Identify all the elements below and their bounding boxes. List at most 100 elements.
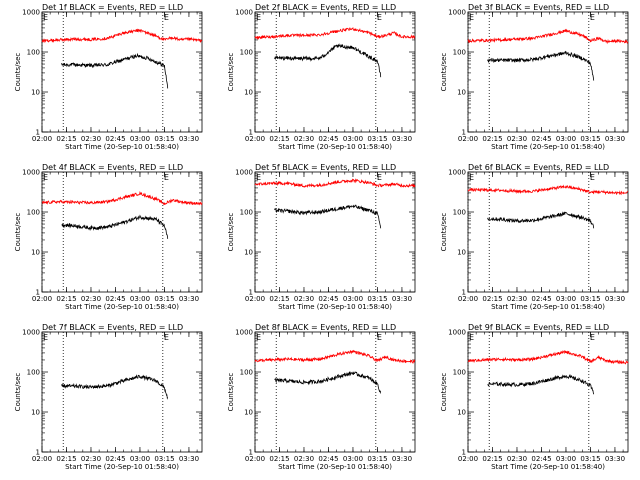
y-tick-label: 1 <box>249 129 253 137</box>
event-marker-label: E <box>377 13 382 22</box>
detector-panel-6: Det 6f BLACK = Events, RED = LLD 1 10 100 10… <box>440 163 629 311</box>
y-tick-label: 10 <box>457 249 466 257</box>
x-axis-label: Start Time (20-Sep-10 01:58:40) <box>491 303 605 311</box>
x-axis-label: Start Time (20-Sep-10 01:58:40) <box>65 463 179 471</box>
x-tick-label: 03:15 <box>154 295 174 303</box>
event-marker-label: E <box>43 13 48 22</box>
y-tick-label: 10 <box>244 249 253 257</box>
x-tick-label: 02:00 <box>245 455 265 463</box>
event-marker-label: E <box>164 333 169 342</box>
detector-panel-5: Det 5f BLACK = Events, RED = LLD 1 10 100 10… <box>227 163 416 311</box>
x-tick-label: 03:00 <box>343 135 363 143</box>
detector-panel-8: Det 8f BLACK = Events, RED = LLD 1 10 100 10… <box>227 323 416 471</box>
panel-title: Det 9f BLACK = Events, RED = LLD <box>468 323 609 332</box>
x-tick-label: 03:30 <box>605 455 625 463</box>
plot-frame <box>254 11 416 133</box>
x-tick-label: 03:00 <box>343 295 363 303</box>
x-tick-label: 03:15 <box>580 295 600 303</box>
x-tick-label: 02:15 <box>269 135 289 143</box>
x-tick-label: 02:30 <box>81 455 101 463</box>
y-tick-label: 100 <box>453 209 466 217</box>
y-tick-label: 1000 <box>448 169 466 177</box>
y-tick-label: 1 <box>36 449 40 457</box>
event-marker-label: E <box>469 13 474 22</box>
y-tick-label: 1 <box>462 289 466 297</box>
y-tick-label: 100 <box>27 369 40 377</box>
x-tick-label: 03:30 <box>605 135 625 143</box>
x-axis-label: Start Time (20-Sep-10 01:58:40) <box>491 143 605 151</box>
x-tick-label: 03:00 <box>130 295 150 303</box>
y-axis-label: Counts/sec <box>227 373 235 412</box>
x-tick-label: 02:00 <box>32 135 52 143</box>
x-tick-label: 03:30 <box>392 295 412 303</box>
panel-title: Det 5f BLACK = Events, RED = LLD <box>255 163 396 172</box>
y-tick-label: 1000 <box>22 329 40 337</box>
x-tick-label: 02:45 <box>531 455 551 463</box>
x-tick-label: 02:30 <box>507 135 527 143</box>
x-tick-label: 02:00 <box>245 135 265 143</box>
y-tick-label: 1 <box>36 129 40 137</box>
x-tick-label: 02:30 <box>294 295 314 303</box>
event-marker-label: E <box>377 333 382 342</box>
detector-panel-4: Det 4f BLACK = Events, RED = LLD 1 10 100 10… <box>14 163 203 311</box>
x-tick-label: 03:15 <box>367 135 387 143</box>
x-tick-label: 02:00 <box>458 455 478 463</box>
x-tick-label: 02:45 <box>105 295 125 303</box>
y-tick-label: 1000 <box>448 329 466 337</box>
event-marker-label: E <box>43 333 48 342</box>
event-marker-label: E <box>256 173 261 182</box>
y-tick-label: 100 <box>27 49 40 57</box>
x-tick-label: 02:15 <box>269 295 289 303</box>
x-axis-label: Start Time (20-Sep-10 01:58:40) <box>491 463 605 471</box>
plot-frame <box>41 171 203 293</box>
x-tick-label: 03:15 <box>580 135 600 143</box>
events-series-line <box>61 52 169 89</box>
x-tick-label: 02:45 <box>318 135 338 143</box>
y-tick-label: 1 <box>249 289 253 297</box>
x-tick-label: 02:30 <box>81 295 101 303</box>
events-series-line <box>487 50 595 81</box>
y-tick-label: 1000 <box>22 169 40 177</box>
panel-title: Det 3f BLACK = Events, RED = LLD <box>468 3 609 12</box>
x-tick-label: 02:15 <box>482 135 502 143</box>
x-tick-label: 03:30 <box>179 455 199 463</box>
x-tick-label: 03:30 <box>392 455 412 463</box>
x-tick-label: 02:15 <box>56 135 76 143</box>
y-axis-label: Counts/sec <box>227 53 235 92</box>
events-series-line <box>274 204 382 229</box>
lld-series-line <box>254 27 416 40</box>
event-marker-label: E <box>256 13 261 22</box>
lld-series-line <box>467 28 629 45</box>
y-tick-label: 100 <box>27 209 40 217</box>
x-axis-label: Start Time (20-Sep-10 01:58:40) <box>278 143 392 151</box>
events-series-line <box>487 374 595 395</box>
y-tick-label: 100 <box>240 49 253 57</box>
x-tick-label: 03:30 <box>605 295 625 303</box>
event-marker-label: E <box>377 173 382 182</box>
y-tick-label: 1 <box>249 449 253 457</box>
panel-title: Det 2f BLACK = Events, RED = LLD <box>255 3 396 12</box>
x-tick-label: 02:15 <box>56 455 76 463</box>
x-tick-label: 02:30 <box>81 135 101 143</box>
x-tick-label: 02:15 <box>482 295 502 303</box>
y-tick-label: 10 <box>31 249 40 257</box>
x-tick-label: 02:45 <box>105 135 125 143</box>
detector-panel-2: Det 2f BLACK = Events, RED = LLD 1 10 100 10… <box>227 3 416 151</box>
event-marker-label: E <box>469 173 474 182</box>
y-tick-label: 1 <box>36 289 40 297</box>
x-axis-label: Start Time (20-Sep-10 01:58:40) <box>65 143 179 151</box>
x-tick-label: 02:30 <box>294 455 314 463</box>
panel-title: Det 1f BLACK = Events, RED = LLD <box>42 3 183 12</box>
x-tick-label: 02:15 <box>482 455 502 463</box>
plot-frame <box>254 331 416 453</box>
lld-series-line <box>41 28 203 44</box>
x-tick-label: 02:30 <box>294 135 314 143</box>
x-tick-label: 02:45 <box>105 455 125 463</box>
y-axis-label: Counts/sec <box>14 213 22 252</box>
x-tick-label: 02:45 <box>531 295 551 303</box>
x-tick-label: 02:30 <box>507 295 527 303</box>
y-axis-label: Counts/sec <box>440 373 448 412</box>
x-axis-label: Start Time (20-Sep-10 01:58:40) <box>278 303 392 311</box>
event-marker-label: E <box>256 333 261 342</box>
